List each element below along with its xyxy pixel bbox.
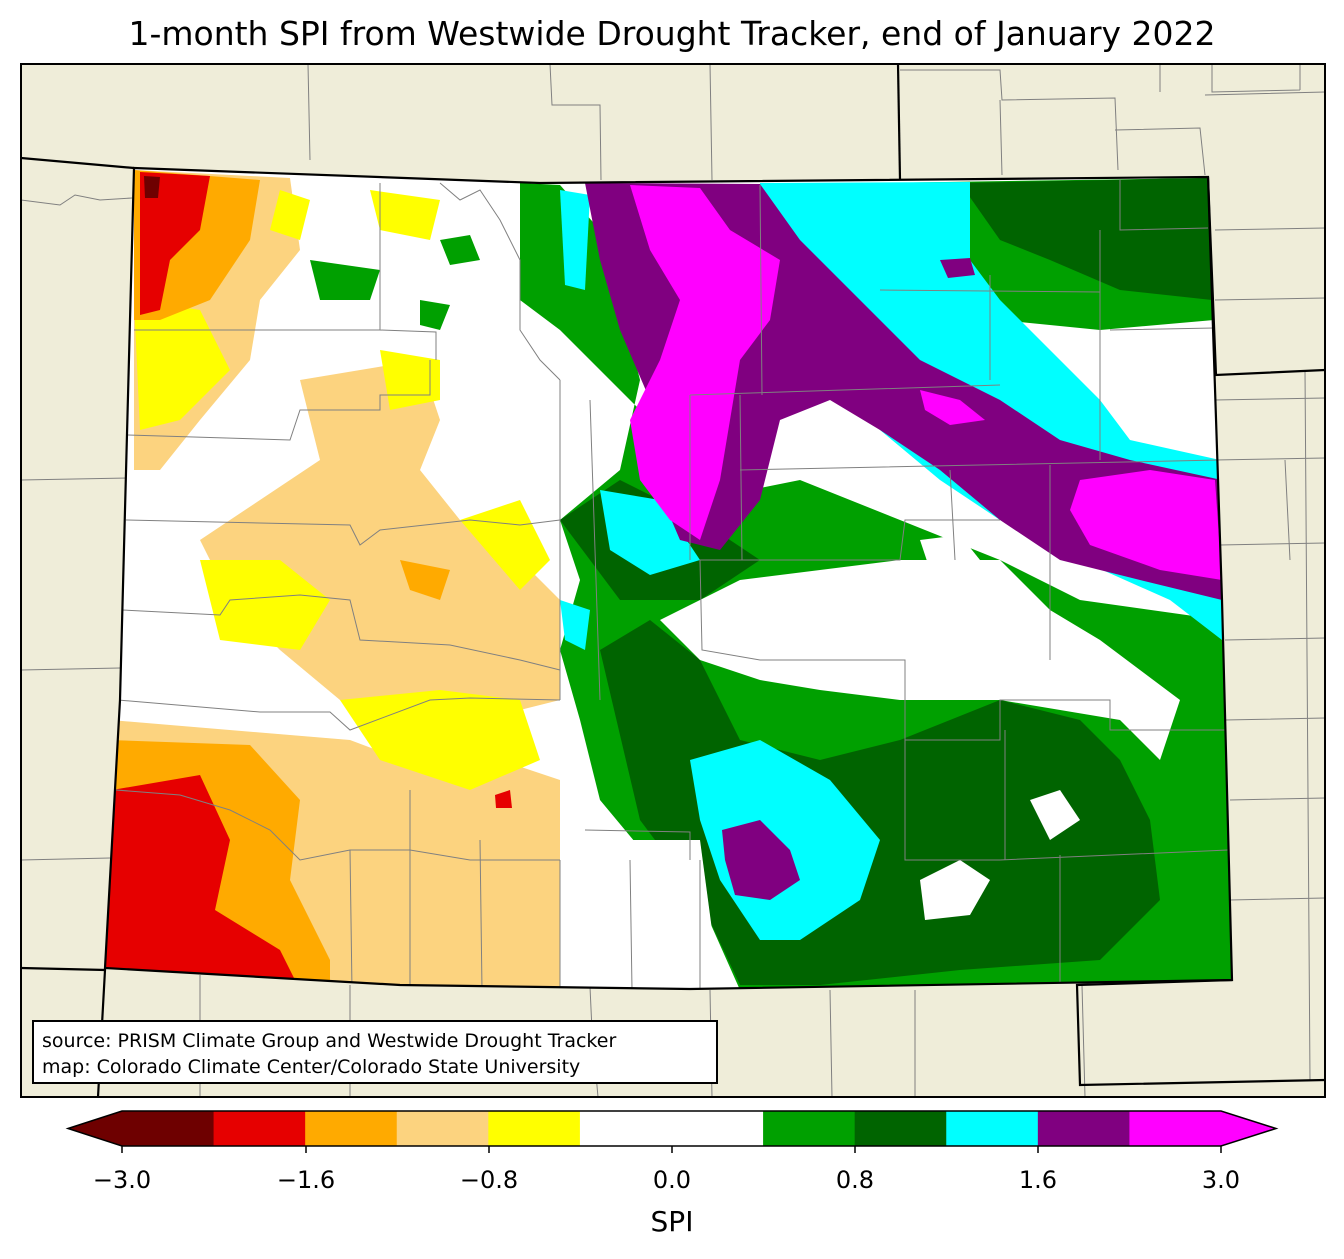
colorbar-segment — [1037, 1111, 1130, 1146]
colorbar-label: SPI — [650, 1205, 694, 1238]
source-line: source: PRISM Climate Group and Westwide… — [42, 1030, 617, 1052]
colorbar-segment — [396, 1111, 489, 1146]
surrounding-states — [21, 64, 1325, 1097]
colorbar-tick-label: 0.0 — [652, 1166, 692, 1194]
colorbar-tick-label: −1.6 — [276, 1166, 336, 1194]
colorbar-segment — [946, 1111, 1039, 1146]
colorbar-segment — [122, 1111, 215, 1146]
colorbar-segment — [305, 1111, 398, 1146]
colorbar-segment — [763, 1111, 856, 1146]
colorbar-segment — [854, 1111, 947, 1146]
colorbar-extend-high — [1221, 1111, 1276, 1146]
colorado-spi-field — [105, 168, 1232, 989]
colorbar-tick-label: 3.0 — [1201, 1166, 1241, 1194]
map-frame-outline — [20, 63, 1326, 1098]
colorbar-segment — [213, 1111, 306, 1146]
colorbar — [65, 1110, 1279, 1153]
colorbar-tick-label: 1.6 — [1018, 1166, 1058, 1194]
colorbar-tick-label: 0.8 — [835, 1166, 875, 1194]
colorbar-segment — [488, 1111, 581, 1146]
colorbar-segment — [579, 1111, 672, 1146]
map-title: 1-month SPI from Westwide Drought Tracke… — [128, 14, 1216, 53]
county-lines — [115, 180, 1229, 989]
colorbar-segment — [1129, 1111, 1222, 1146]
colorbar-tick-label: −0.8 — [459, 1166, 519, 1194]
colorbar-segment — [671, 1111, 764, 1146]
source-box: source: PRISM Climate Group and Westwide… — [32, 1020, 718, 1084]
colorbar-extend-low — [68, 1111, 122, 1146]
colorado-border — [103, 166, 1234, 991]
map-credit-line: map: Colorado Climate Center/Colorado St… — [42, 1056, 581, 1078]
colorbar-tick-label: −3.0 — [92, 1166, 152, 1194]
